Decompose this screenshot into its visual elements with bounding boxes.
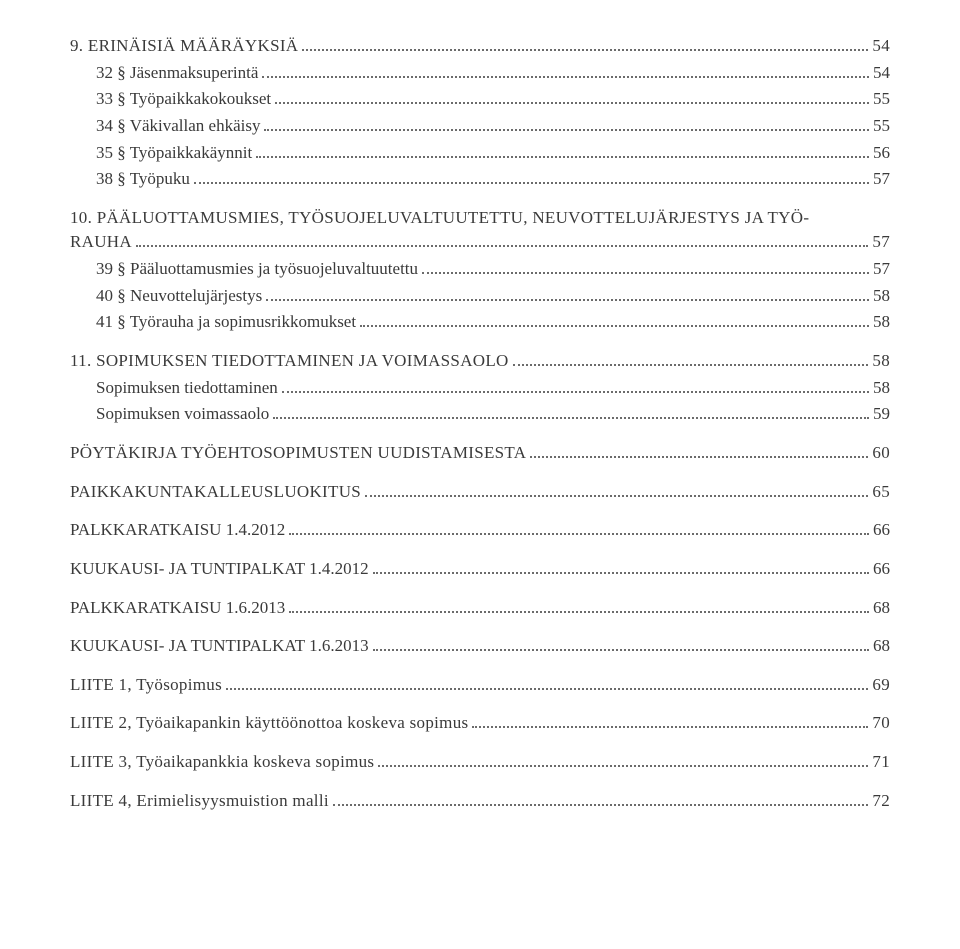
- toc-page: 58: [873, 376, 890, 401]
- toc-entry: 11. SOPIMUKSEN TIEDOTTAMINEN JA VOIMASSA…: [70, 349, 890, 374]
- toc-leader: [360, 325, 869, 327]
- toc-leader: [275, 102, 869, 104]
- toc-leader: [262, 76, 869, 78]
- toc-entry: LIITE 4, Erimielisyysmuistion malli 72: [70, 789, 890, 814]
- toc-page: 55: [873, 87, 890, 112]
- toc-leader: [273, 417, 869, 419]
- toc-leader: [226, 688, 868, 690]
- toc-label: 38 § Työpuku: [96, 167, 190, 192]
- toc-page: 57: [872, 230, 890, 255]
- toc-entry: 34 § Väkivallan ehkäisy 55: [70, 114, 890, 139]
- toc-label: LIITE 2, Työaikapankin käyttöönottoa kos…: [70, 711, 468, 736]
- toc-leader: [302, 49, 868, 51]
- toc-page: 66: [873, 518, 890, 543]
- toc-label: 32 § Jäsenmaksuperintä: [96, 61, 258, 86]
- toc-label: LIITE 1, Työsopimus: [70, 673, 222, 698]
- toc-page: 70: [872, 711, 890, 736]
- toc-entry: PAIKKAKUNTAKALLEUSLUOKITUS 65: [70, 480, 890, 505]
- toc-label: 39 § Pääluottamusmies ja työsuojeluvaltu…: [96, 257, 418, 282]
- toc-label: 40 § Neuvottelujärjestys: [96, 284, 262, 309]
- toc-page: 58: [873, 284, 890, 309]
- toc-leader: [289, 533, 869, 535]
- toc-leader: [194, 182, 869, 184]
- toc-page: 58: [873, 310, 890, 335]
- toc-label: LIITE 3, Työaikapankkia koskeva sopimus: [70, 750, 374, 775]
- toc-page: 68: [873, 634, 890, 659]
- toc-label: 33 § Työpaikkakokoukset: [96, 87, 271, 112]
- toc-page: 58: [872, 349, 890, 374]
- toc-entry: LIITE 2, Työaikapankin käyttöönottoa kos…: [70, 711, 890, 736]
- toc-label: KUUKAUSI- JA TUNTIPALKAT 1.4.2012: [70, 557, 369, 582]
- toc-entry: 9. ERINÄISIÄ MÄÄRÄYKSIÄ 54: [70, 34, 890, 59]
- toc-label: Sopimuksen voimassaolo: [96, 402, 269, 427]
- toc-leader: [378, 765, 868, 767]
- toc-label: 34 § Väkivallan ehkäisy: [96, 114, 260, 139]
- toc-entry: Sopimuksen tiedottaminen 58: [70, 376, 890, 401]
- toc-label: PALKKARATKAISU 1.4.2012: [70, 518, 285, 543]
- toc-leader: [333, 804, 869, 806]
- toc-page: 72: [872, 789, 890, 814]
- toc-page: 69: [872, 673, 890, 698]
- toc-leader: [513, 364, 869, 366]
- toc-label: 9. ERINÄISIÄ MÄÄRÄYKSIÄ: [70, 34, 298, 59]
- toc-entry: KUUKAUSI- JA TUNTIPALKAT 1.6.2013 68: [70, 634, 890, 659]
- toc-label: PALKKARATKAISU 1.6.2013: [70, 596, 285, 621]
- toc-leader: [136, 245, 868, 247]
- toc-leader: [264, 129, 869, 131]
- toc-page: 54: [872, 34, 890, 59]
- toc-leader: [365, 495, 868, 497]
- toc-page: 57: [873, 257, 890, 282]
- toc-label: 35 § Työpaikkakäynnit: [96, 141, 252, 166]
- toc-page: 65: [872, 480, 890, 505]
- toc-entry: Sopimuksen voimassaolo 59: [70, 402, 890, 427]
- toc-entry: PALKKARATKAISU 1.4.2012 66: [70, 518, 890, 543]
- table-of-contents: 9. ERINÄISIÄ MÄÄRÄYKSIÄ5432 § Jäsenmaksu…: [70, 34, 890, 813]
- toc-label: Sopimuksen tiedottaminen: [96, 376, 278, 401]
- toc-label: PAIKKAKUNTAKALLEUSLUOKITUS: [70, 480, 361, 505]
- toc-leader: [422, 272, 869, 274]
- toc-entry: KUUKAUSI- JA TUNTIPALKAT 1.4.2012 66: [70, 557, 890, 582]
- toc-page: 57: [873, 167, 890, 192]
- toc-entry: PÖYTÄKIRJA TYÖEHTOSOPIMUSTEN UUDISTAMISE…: [70, 441, 890, 466]
- toc-label: RAUHA: [70, 230, 132, 255]
- toc-entry: 33 § Työpaikkakokoukset 55: [70, 87, 890, 112]
- toc-entry: 35 § Työpaikkakäynnit 56: [70, 141, 890, 166]
- toc-entry: LIITE 3, Työaikapankkia koskeva sopimus 7…: [70, 750, 890, 775]
- toc-leader: [289, 611, 869, 613]
- toc-label: LIITE 4, Erimielisyysmuistion malli: [70, 789, 329, 814]
- toc-leader: [256, 156, 869, 158]
- toc-label: PÖYTÄKIRJA TYÖEHTOSOPIMUSTEN UUDISTAMISE…: [70, 441, 526, 466]
- toc-entry: 40 § Neuvottelujärjestys 58: [70, 284, 890, 309]
- toc-leader: [282, 391, 869, 393]
- toc-label: 10. PÄÄLUOTTAMUSMIES, TYÖSUOJELUVALTUUTE…: [70, 206, 890, 231]
- toc-leader: [373, 649, 869, 651]
- toc-page: 56: [873, 141, 890, 166]
- toc-entry: 41 § Työrauha ja sopimusrikkomukset 58: [70, 310, 890, 335]
- toc-entry: LIITE 1, Työsopimus 69: [70, 673, 890, 698]
- toc-page: 55: [873, 114, 890, 139]
- toc-label: KUUKAUSI- JA TUNTIPALKAT 1.6.2013: [70, 634, 369, 659]
- toc-leader: [266, 299, 869, 301]
- toc-entry: PALKKARATKAISU 1.6.2013 68: [70, 596, 890, 621]
- toc-entry: 32 § Jäsenmaksuperintä 54: [70, 61, 890, 86]
- toc-page: 54: [873, 61, 890, 86]
- toc-page: 60: [872, 441, 890, 466]
- toc-entry: 10. PÄÄLUOTTAMUSMIES, TYÖSUOJELUVALTUUTE…: [70, 206, 890, 255]
- toc-label: 41 § Työrauha ja sopimusrikkomukset: [96, 310, 356, 335]
- toc-page: 66: [873, 557, 890, 582]
- toc-entry: 38 § Työpuku 57: [70, 167, 890, 192]
- toc-leader: [472, 726, 868, 728]
- toc-label: 11. SOPIMUKSEN TIEDOTTAMINEN JA VOIMASSA…: [70, 349, 509, 374]
- toc-leader: [530, 456, 868, 458]
- toc-page: 71: [872, 750, 890, 775]
- toc-leader: [373, 572, 869, 574]
- toc-page: 68: [873, 596, 890, 621]
- toc-entry: 39 § Pääluottamusmies ja työsuojeluvaltu…: [70, 257, 890, 282]
- toc-page: 59: [873, 402, 890, 427]
